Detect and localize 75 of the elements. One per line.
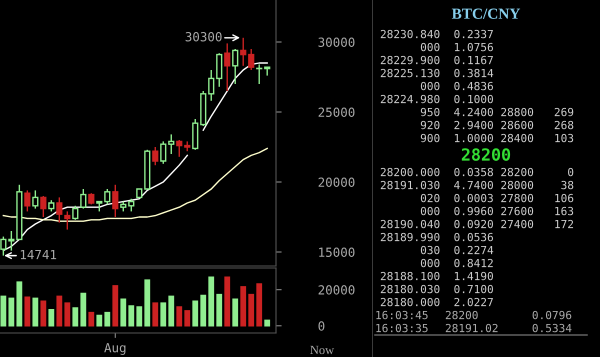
- text: 28230.840 0.2337: [380, 30, 493, 38]
- bar: [160, 302, 166, 326]
- text: 28224.980 0.1000: [380, 94, 493, 104]
- bar: [240, 286, 246, 326]
- bar: [72, 307, 78, 326]
- text: 16:03:45 28200 0.0796: [376, 310, 572, 320]
- text: 020 0.0003 27800 106: [420, 194, 574, 202]
- bar: [80, 292, 86, 326]
- text: 950 4.2400 28800 269: [420, 108, 574, 116]
- bar: [96, 314, 102, 326]
- text: 16:03:35 28191.02 0.5334: [376, 324, 572, 332]
- bar: [232, 298, 238, 326]
- bar: [40, 300, 46, 326]
- y-tick-label: 0: [318, 321, 324, 331]
- x-tick-label: Aug: [104, 343, 126, 355]
- text: 28200: [462, 148, 510, 161]
- text: 28191.030 4.7400 28000 38: [380, 180, 574, 190]
- text: BTC/CNY: [452, 8, 520, 19]
- bar: [136, 306, 142, 326]
- text: Now: [310, 346, 334, 354]
- bar: [152, 302, 158, 326]
- candlestick: [112, 184, 118, 218]
- text: 28180.030 0.7100: [380, 284, 493, 294]
- y-tick-label: 25000: [318, 108, 354, 117]
- bar: [112, 285, 118, 326]
- bar: [192, 300, 198, 326]
- bar: [64, 302, 70, 326]
- bar: [128, 305, 134, 326]
- line-series: [2, 148, 268, 222]
- bar: [16, 281, 22, 326]
- bar: [32, 298, 38, 326]
- bar: [208, 276, 214, 326]
- candlestick: [8, 230, 14, 252]
- candlestick: [152, 146, 158, 166]
- bar: [168, 296, 174, 326]
- bar: [88, 312, 94, 326]
- bar: [144, 279, 150, 326]
- candlestick: [56, 196, 62, 224]
- bar: [56, 296, 62, 326]
- text: 000 0.8412: [420, 258, 493, 268]
- bar: [200, 294, 206, 326]
- y-tick-label: 30000: [318, 38, 354, 47]
- text: 28225.130 0.3814: [380, 68, 494, 78]
- text: 28200.000 0.0358 28200 0: [380, 168, 574, 176]
- text: 28190.040 0.0920 27400 172: [380, 220, 574, 228]
- text: 900 1.0000 28400 103: [420, 134, 574, 142]
- text: 030 0.2274: [420, 246, 494, 254]
- text: 000 0.9960 27600 163: [420, 206, 574, 216]
- annotation: 30300: [186, 32, 222, 42]
- text: 000 0.4836: [420, 82, 493, 90]
- bar: [104, 312, 110, 326]
- bar: [224, 276, 230, 326]
- bar: [120, 298, 126, 326]
- y-tick-label: 20000: [318, 285, 354, 295]
- text: 000 1.0756: [420, 42, 493, 52]
- bar: [184, 310, 190, 326]
- bar: [24, 296, 30, 326]
- text: 920 2.9400 28600 268: [420, 120, 574, 130]
- bar: [0, 296, 6, 326]
- bar: [216, 294, 222, 326]
- bar: [176, 306, 182, 326]
- y-tick-label: 20000: [318, 178, 354, 187]
- candlestick: [224, 42, 230, 92]
- bar: [48, 309, 54, 326]
- text: 28229.900 0.1167: [380, 56, 493, 64]
- bar: [256, 283, 262, 326]
- bar: [8, 298, 14, 326]
- y-tick-label: 15000: [319, 248, 354, 257]
- bar: [248, 294, 254, 326]
- text: 28189.990 0.0536: [380, 232, 493, 242]
- bar: [264, 320, 270, 326]
- text: 28180.000 2.0227: [380, 298, 493, 306]
- text: 28188.100 1.4190: [380, 272, 493, 280]
- candlestick: [64, 210, 70, 230]
- annotation: 14741: [20, 250, 56, 260]
